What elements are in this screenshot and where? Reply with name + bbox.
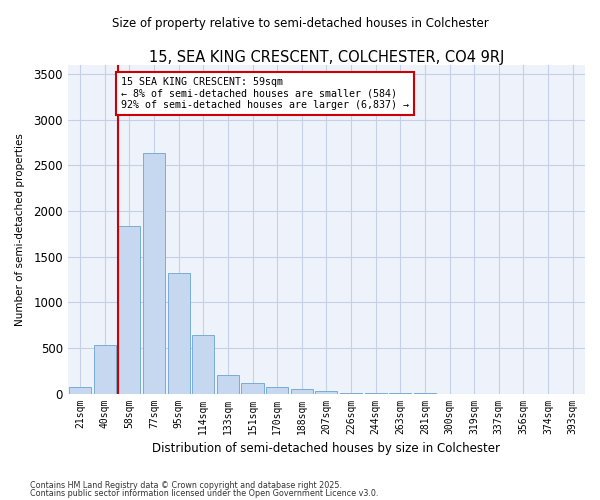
Text: Size of property relative to semi-detached houses in Colchester: Size of property relative to semi-detach…: [112, 18, 488, 30]
Y-axis label: Number of semi-detached properties: Number of semi-detached properties: [15, 133, 25, 326]
Bar: [167, 273, 190, 394]
Text: Contains public sector information licensed under the Open Government Licence v3: Contains public sector information licen…: [30, 489, 379, 498]
Text: 15 SEA KING CRESCENT: 59sqm
← 8% of semi-detached houses are smaller (584)
92% o: 15 SEA KING CRESCENT: 59sqm ← 8% of semi…: [121, 77, 409, 110]
Title: 15, SEA KING CRESCENT, COLCHESTER, CO4 9RJ: 15, SEA KING CRESCENT, COLCHESTER, CO4 9…: [149, 50, 504, 65]
Bar: [241, 383, 263, 394]
Bar: [94, 345, 116, 394]
Text: Contains HM Land Registry data © Crown copyright and database right 2025.: Contains HM Land Registry data © Crown c…: [30, 480, 342, 490]
Bar: [143, 152, 165, 394]
Bar: [69, 387, 91, 394]
Bar: [316, 391, 337, 394]
Bar: [118, 226, 140, 394]
Bar: [266, 387, 288, 394]
Bar: [340, 392, 362, 394]
Bar: [217, 376, 239, 394]
X-axis label: Distribution of semi-detached houses by size in Colchester: Distribution of semi-detached houses by …: [152, 442, 500, 455]
Bar: [290, 389, 313, 394]
Bar: [192, 335, 214, 394]
